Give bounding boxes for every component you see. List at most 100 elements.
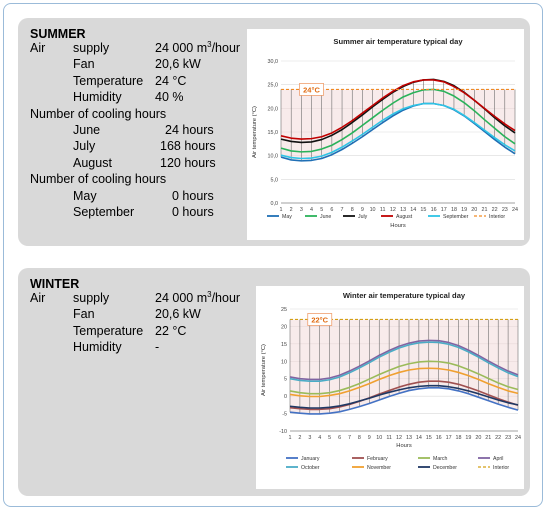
winter-supply-number: 24 000 m	[155, 291, 208, 305]
x-tick-label: 23	[505, 435, 511, 441]
summer-fan-row: Fan 20,6 kW	[30, 56, 260, 72]
series-line-june	[280, 88, 516, 153]
summer-annotation-box	[299, 83, 324, 96]
x-tick-label: 6	[330, 207, 333, 213]
x-tick-label: 24	[515, 435, 521, 441]
y-tick-label: 20	[281, 324, 287, 330]
y-tick-label: 10	[281, 359, 287, 365]
x-tick-label: 1	[280, 207, 283, 213]
cooling-month: May	[73, 188, 97, 203]
winter-fan-label: Fan	[73, 307, 95, 322]
x-tick-label: 4	[310, 207, 313, 213]
x-tick-label: 4	[318, 435, 321, 441]
cooling-value: 168 hours	[160, 139, 216, 154]
x-tick-label: 2	[298, 435, 301, 441]
summer-x-axis-label: Hours	[390, 223, 406, 229]
y-tick-label: 20,0	[268, 106, 279, 112]
y-tick-label: 10,0	[268, 154, 279, 160]
y-tick-label: -5	[282, 412, 287, 418]
cooling-month: July	[73, 139, 96, 154]
summer-temperature-row: Temperature 24 °C	[30, 73, 260, 89]
legend-label: February	[367, 456, 388, 462]
winter-humidity-value: -	[155, 340, 160, 355]
cooling-month: September	[73, 204, 135, 219]
summer-supply-number: 24 000 m	[155, 41, 208, 55]
series-line-april	[289, 339, 519, 381]
y-tick-label: 0,0	[271, 201, 279, 207]
x-tick-label: 17	[441, 207, 447, 213]
cooling-value: 120 hours	[160, 155, 216, 170]
series-line-january	[289, 386, 519, 415]
winter-temperature-value: 22 °C	[155, 323, 187, 338]
cooling-row: June 24 hours	[30, 122, 260, 138]
y-tick-label: 0	[284, 394, 287, 400]
winter-humidity-label: Humidity	[73, 340, 122, 355]
winter-air-label: Air	[30, 291, 46, 305]
winter-annotation-box	[307, 313, 333, 326]
x-tick-label: 14	[410, 207, 416, 213]
summer-chart-svg: Summer air temperature typical day 0,0 5,0…	[252, 37, 518, 229]
winter-temperature-row: Temperature 22 °C	[30, 323, 260, 339]
cooling-month: June	[73, 122, 101, 137]
summer-humidity-value: 40 %	[155, 90, 184, 105]
x-tick-label: 9	[368, 435, 371, 441]
winter-supply-label: supply	[73, 291, 110, 305]
x-tick-label: 1	[289, 435, 292, 441]
x-tick-label: 23	[502, 207, 508, 213]
cooling-value: 24 hours	[165, 122, 214, 137]
x-tick-label: 5	[328, 435, 331, 441]
winter-panel: WINTER Air supply 24 000 m3/hour Fan 20,…	[18, 268, 530, 496]
summer-humidity-row: Humidity 40 %	[30, 89, 260, 105]
summer-chart-title: Summer air temperature typical day	[333, 37, 463, 46]
x-tick-label: 18	[456, 435, 462, 441]
x-tick-label: 18	[451, 207, 457, 213]
x-tick-label: 7	[348, 435, 351, 441]
summer-panel: SUMMER Air supply 24 000 m3/hour Fan 20,…	[18, 18, 530, 246]
cooling-row: August 120 hours	[30, 155, 260, 171]
winter-specs: Air supply 24 000 m3/hour Fan 20,6 kW Te…	[30, 290, 260, 356]
temperature-band	[290, 319, 518, 414]
y-tick-label: -10	[279, 429, 287, 435]
cooling-row: July 168 hours	[30, 138, 260, 154]
winter-supply-row: Air supply 24 000 m3/hour	[30, 290, 260, 306]
x-tick-label: 19	[465, 435, 471, 441]
summer-air-label: Air	[30, 41, 46, 55]
y-tick-label: 25	[281, 307, 287, 313]
x-tick-label: 24	[512, 207, 518, 213]
x-tick-label: 2	[290, 207, 293, 213]
series-line-november	[289, 367, 519, 398]
x-tick-label: 14	[416, 435, 422, 441]
winter-fan-value: 20,6 kW	[155, 307, 201, 322]
series-line-december	[289, 384, 519, 409]
series-line-august	[280, 79, 516, 140]
y-tick-label: 5,0	[271, 177, 279, 183]
x-tick-label: 12	[390, 207, 396, 213]
cooling-hours-heading: Number of cooling hours	[30, 172, 167, 187]
legend-label: April	[493, 456, 503, 462]
series-line-october	[289, 341, 519, 382]
summer-supply-row: Air supply 24 000 m3/hour	[30, 40, 260, 56]
x-tick-label: 11	[386, 435, 392, 441]
y-tick-label: 15	[281, 342, 287, 348]
cooling-month: August	[73, 155, 112, 170]
x-tick-label: 22	[492, 207, 498, 213]
summer-humidity-label: Humidity	[73, 90, 122, 105]
x-tick-label: 8	[351, 207, 354, 213]
summer-supply-sup: 3	[207, 39, 212, 49]
summer-temperature-label: Temperature	[73, 73, 144, 88]
x-tick-label: 20	[475, 435, 481, 441]
x-tick-label: 11	[380, 207, 386, 213]
x-tick-label: 21	[485, 435, 491, 441]
summer-specs: Air supply 24 000 m3/hour Fan 20,6 kW Te…	[30, 40, 260, 220]
winter-chart-title: Winter air temperature typical day	[343, 291, 466, 300]
legend-label: November	[367, 465, 391, 471]
winter-chart-svg: Winter air temperature typical day -10 -5 0…	[261, 291, 521, 471]
summer-fan-value: 20,6 kW	[155, 57, 201, 72]
legend-label: October	[301, 465, 320, 471]
x-tick-label: 13	[400, 207, 406, 213]
summer-chart: Summer air temperature typical day 0,0 5,0…	[247, 29, 524, 240]
x-tick-label: 7	[341, 207, 344, 213]
summer-supply-unit: /hour	[211, 41, 241, 55]
x-tick-label: 8	[358, 435, 361, 441]
summer-annotation: 24°C	[303, 85, 320, 94]
